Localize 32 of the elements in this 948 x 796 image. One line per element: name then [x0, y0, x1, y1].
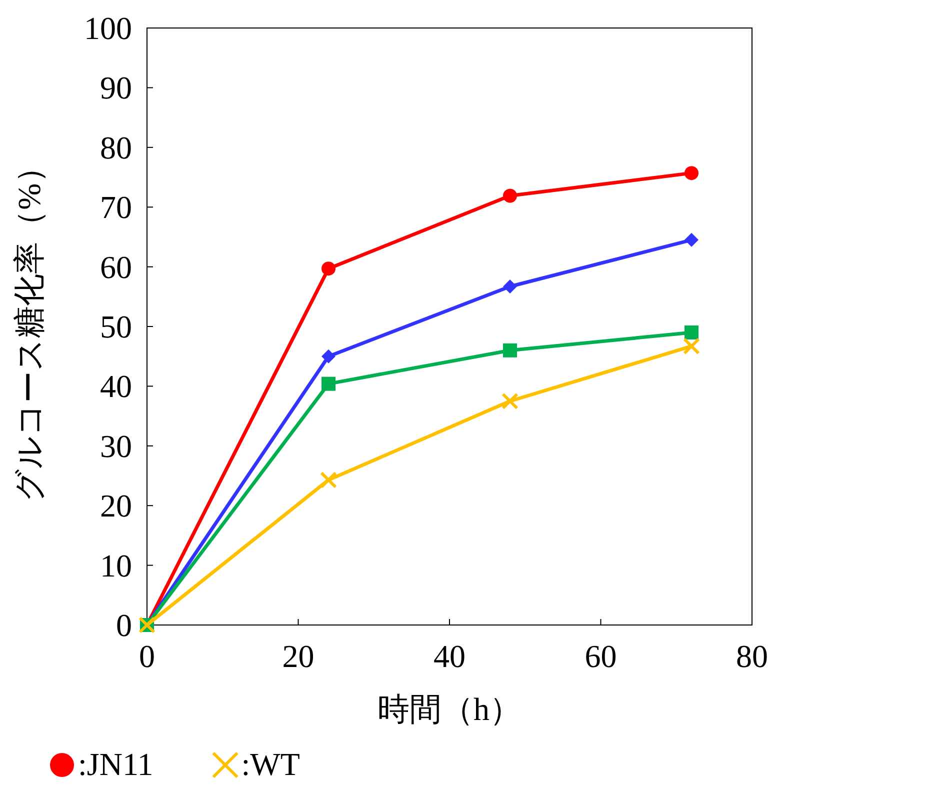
point	[320, 471, 337, 488]
y-tick-label: 20	[100, 488, 132, 524]
y-tick-label: 0	[116, 607, 132, 643]
y-tick-label: 90	[100, 70, 132, 106]
y-tick-label: 10	[100, 547, 132, 584]
y-tick-label: 30	[100, 428, 132, 464]
point	[503, 188, 517, 203]
point	[683, 338, 700, 355]
legend-label: :JN11	[78, 746, 154, 782]
point	[503, 280, 517, 294]
point	[322, 376, 336, 391]
point	[322, 349, 336, 364]
point	[684, 325, 698, 340]
point	[684, 232, 698, 247]
y-tick-label: 60	[100, 248, 132, 285]
y-tick-label: 100	[84, 10, 132, 46]
point	[322, 262, 336, 276]
y-tick-label: 70	[100, 189, 132, 226]
legend-label: :WT	[241, 746, 300, 782]
x-axis-title: 時間（h）	[378, 691, 522, 727]
point	[503, 343, 517, 358]
y-tick-label: 40	[100, 368, 132, 404]
y-axis-title: グルコース糖化率（%）	[11, 151, 47, 502]
y-tick-label: 50	[100, 308, 132, 344]
x-tick-label: 20	[282, 638, 314, 674]
point	[502, 392, 518, 410]
x-tick-label: 40	[434, 638, 466, 674]
y-tick-label: 80	[100, 129, 132, 166]
x-tick-label: 80	[736, 638, 768, 674]
x-tick-label: 60	[584, 638, 617, 674]
x-tick-label: 0	[139, 638, 155, 674]
point	[684, 166, 698, 180]
